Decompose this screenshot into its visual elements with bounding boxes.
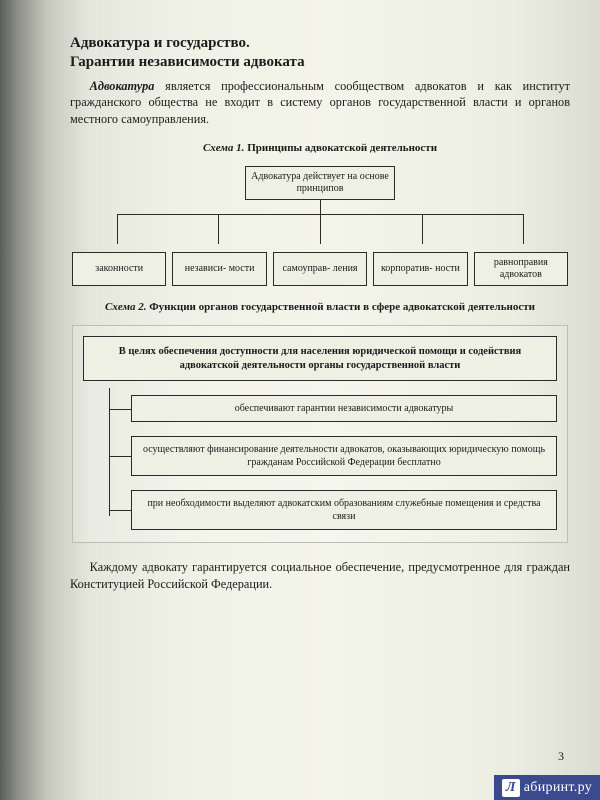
scheme2-diagram: В целях обеспечения доступности для насе…	[83, 336, 557, 530]
intro-lead-word: Адвокатура	[90, 79, 155, 93]
page-content: Адвокатура и государство. Гарантии незав…	[70, 34, 570, 740]
scheme1-diagram: Адвокатура действует на основе принципов…	[72, 166, 568, 286]
scheme2-top-box: В целях обеспечения доступности для насе…	[83, 336, 557, 381]
scheme2-connector-spine	[109, 388, 110, 516]
scheme1-caption-title: Принципы адвокатской деятельности	[244, 142, 437, 154]
scheme1-connector-stem	[320, 200, 321, 214]
title-line-1: Адвокатура и государство.	[70, 35, 250, 51]
scheme1-leaf: независи- мости	[172, 252, 266, 286]
scheme1-leaf: самоуправ- ления	[273, 252, 367, 286]
watermark: Лабиринт.ру	[494, 775, 600, 800]
scheme2-item-box: осуществляют финансирование деятельности…	[131, 436, 557, 476]
section-title: Адвокатура и государство. Гарантии незав…	[70, 34, 570, 72]
scheme2-item: при необходимости выделяют адвокатским о…	[131, 490, 557, 530]
closing-paragraph: Каждому адвокату гарантируется социально…	[70, 559, 570, 592]
scheme1-root-box: Адвокатура действует на основе принципов	[245, 166, 395, 200]
scheme2-frame: В целях обеспечения доступности для насе…	[72, 325, 568, 543]
watermark-text: абиринт.ру	[524, 780, 592, 795]
page-number: 3	[558, 749, 564, 764]
scheme1-connector-drop	[320, 214, 321, 244]
scheme1-leaf: корпоратив- ности	[373, 252, 467, 286]
scheme2-caption-label: Схема 2.	[105, 301, 146, 313]
scheme1-connector-drop	[218, 214, 219, 244]
scheme1-caption: Схема 1. Принципы адвокатской деятельнос…	[70, 141, 570, 156]
scheme2-item: обеспечивают гарантии независимости адво…	[131, 395, 557, 422]
scheme2-caption: Схема 2. Функции органов государственной…	[70, 300, 570, 315]
photo-background: Адвокатура и государство. Гарантии незав…	[0, 0, 600, 800]
scheme1-leaf: законности	[72, 252, 166, 286]
scheme1-connector-drop	[523, 214, 524, 244]
intro-paragraph: Адвокатура является профессиональным соо…	[70, 78, 570, 128]
scheme1-leaf-row: законности независи- мости самоуправ- ле…	[72, 252, 568, 286]
scheme2-item-box: обеспечивают гарантии независимости адво…	[131, 395, 557, 422]
scheme1-connector-drop	[117, 214, 118, 244]
watermark-logo-icon: Л	[502, 779, 520, 797]
scheme2-item: осуществляют финансирование деятельности…	[131, 436, 557, 476]
scheme2-caption-title: Функции органов государственной власти в…	[146, 301, 535, 313]
scheme1-leaf: равноправия адвокатов	[474, 252, 568, 286]
scheme2-item-box: при необходимости выделяют адвокатским о…	[131, 490, 557, 530]
title-line-2: Гарантии независимости адвоката	[70, 53, 570, 72]
scheme1-caption-label: Схема 1.	[203, 142, 244, 154]
scheme1-connector-drop	[422, 214, 423, 244]
